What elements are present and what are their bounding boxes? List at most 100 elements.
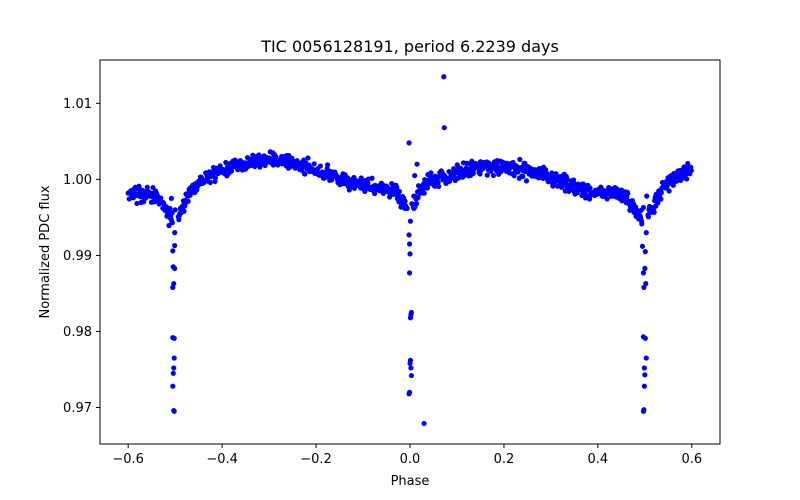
data-point [181, 208, 187, 214]
data-point [408, 372, 415, 379]
data-point [441, 74, 447, 80]
data-point [273, 154, 279, 160]
data-point [640, 204, 647, 211]
data-point [408, 365, 414, 371]
data-point [520, 173, 526, 180]
data-point [414, 161, 420, 167]
data-point [302, 171, 308, 177]
data-point [638, 218, 645, 224]
data-point [185, 198, 191, 204]
data-point [688, 167, 694, 174]
y-tick-label: 1.00 [63, 173, 92, 188]
data-point [435, 179, 441, 185]
data-point [587, 185, 593, 191]
data-point [517, 156, 523, 163]
data-point [396, 188, 403, 195]
y-axis: 0.97 0.98 0.99 1.00 1.01 [63, 97, 100, 416]
data-point [436, 183, 442, 189]
data-point [172, 230, 178, 236]
data-point [642, 372, 648, 378]
data-point [446, 178, 453, 184]
data-point [639, 243, 646, 249]
data-point [643, 280, 649, 287]
data-point [413, 201, 420, 207]
data-point [389, 180, 395, 187]
data-point [644, 193, 650, 199]
data-points [125, 74, 694, 427]
data-point [643, 355, 649, 361]
data-point [522, 160, 528, 166]
data-point [645, 214, 652, 220]
data-point [223, 159, 229, 166]
chart-title: TIC 0056128191, period 6.2239 days [260, 37, 559, 56]
data-point [406, 241, 413, 247]
data-point [664, 183, 670, 190]
data-point [406, 270, 413, 276]
data-point [170, 248, 176, 254]
data-point [171, 408, 177, 414]
x-axis-label: Phase [391, 474, 430, 489]
data-point [167, 205, 173, 212]
data-point [406, 232, 412, 238]
data-point [171, 365, 177, 371]
data-point [640, 270, 647, 276]
data-point [658, 196, 664, 202]
data-point [407, 218, 414, 224]
data-point [407, 360, 413, 366]
data-point [228, 168, 235, 174]
data-point [345, 175, 351, 181]
data-point [172, 265, 178, 271]
data-point [670, 182, 676, 188]
data-point [470, 170, 476, 176]
data-point [642, 265, 648, 271]
y-axis-label: Normalized PDC flux [38, 185, 53, 318]
data-point [510, 159, 516, 166]
data-point [441, 125, 447, 131]
y-tick-label: 0.99 [63, 249, 92, 264]
x-tick-label: 0.6 [681, 452, 702, 467]
data-point [134, 200, 140, 207]
data-point [187, 192, 193, 198]
data-point [684, 176, 690, 182]
data-point [369, 175, 375, 181]
data-point [171, 355, 177, 361]
data-point [641, 365, 647, 371]
data-point [454, 162, 460, 168]
data-point [490, 172, 497, 179]
data-point [158, 195, 164, 201]
data-point [171, 335, 177, 341]
data-point [311, 161, 317, 167]
data-point [406, 140, 412, 146]
data-point [207, 179, 213, 186]
x-tick-label: 0.0 [400, 452, 421, 467]
data-point [412, 172, 418, 179]
data-point [624, 194, 630, 201]
data-point [394, 184, 400, 190]
data-point [421, 420, 427, 427]
data-point [604, 196, 610, 202]
data-point [625, 190, 631, 197]
data-point [642, 249, 648, 255]
data-point [408, 309, 415, 316]
data-point [325, 162, 331, 168]
data-point [169, 220, 175, 226]
data-point [358, 175, 364, 181]
data-point [666, 188, 672, 194]
data-point [586, 196, 593, 202]
data-point [673, 178, 679, 184]
data-point [144, 184, 150, 190]
data-point [643, 230, 649, 236]
x-tick-label: −0.6 [112, 452, 144, 467]
data-point [404, 205, 410, 211]
data-point [406, 389, 413, 395]
data-point [407, 251, 413, 257]
data-point [642, 335, 648, 341]
data-point [402, 198, 408, 204]
data-point [484, 172, 490, 178]
data-point [651, 209, 657, 215]
data-point [176, 217, 182, 223]
data-point [212, 175, 219, 181]
data-point [168, 195, 174, 201]
data-point [317, 163, 323, 169]
